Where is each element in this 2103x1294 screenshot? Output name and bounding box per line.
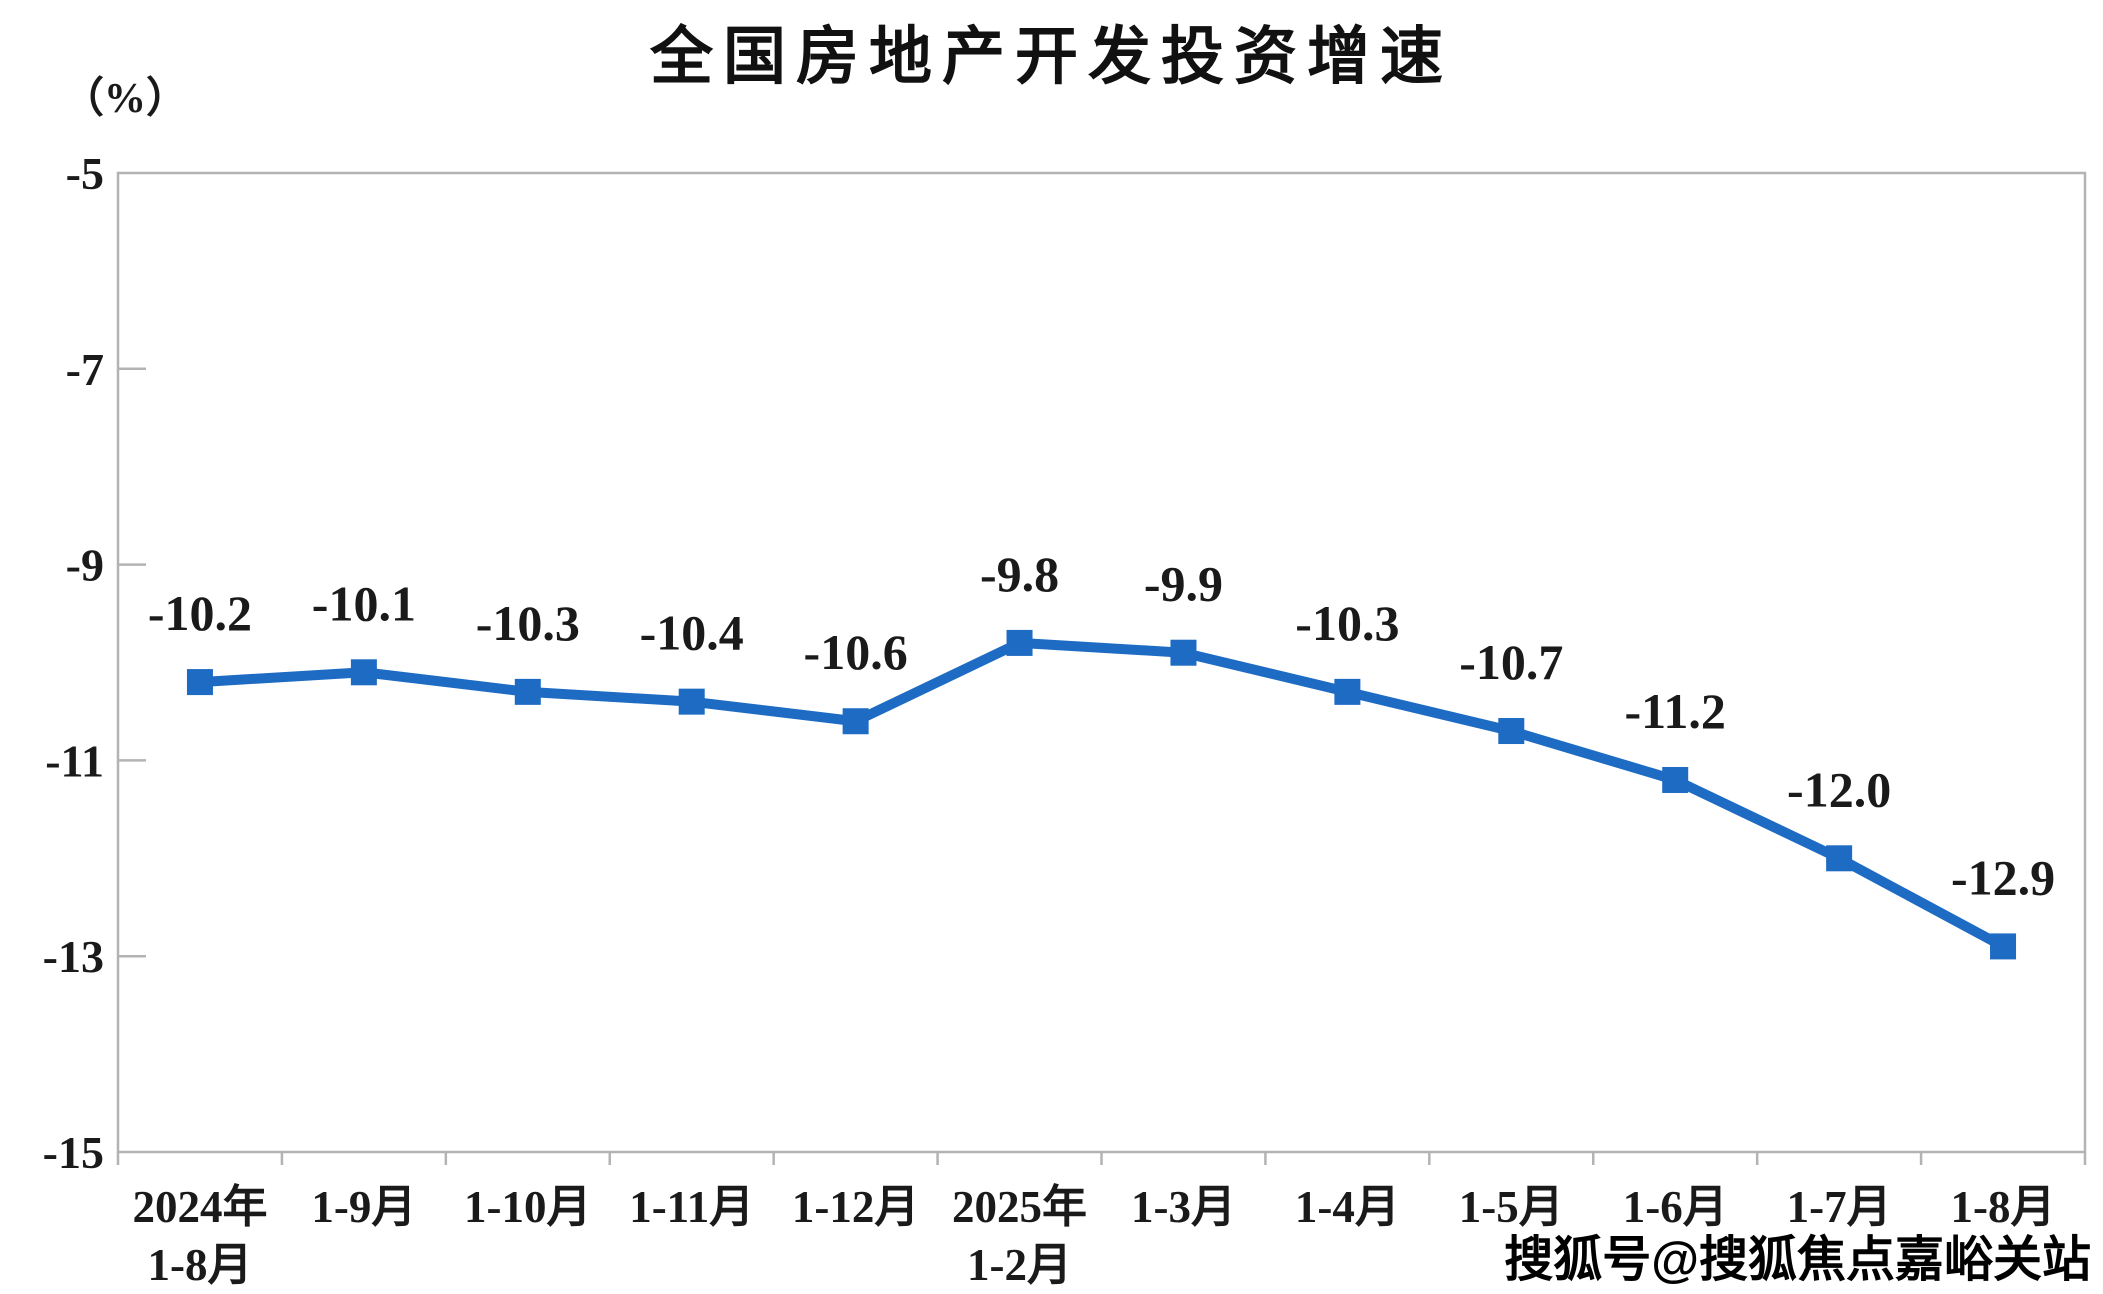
data-point-label: -10.6: [804, 624, 908, 680]
x-axis-label: 1-12月: [792, 1182, 920, 1232]
data-point-marker: [1334, 678, 1361, 705]
data-point-marker: [186, 669, 213, 696]
x-axis-label: 1-8月: [147, 1240, 252, 1290]
data-point-marker: [350, 659, 377, 686]
x-axis-label: 1-5月: [1459, 1182, 1564, 1232]
data-point-label: -10.1: [312, 575, 416, 631]
x-axis-label: 2024年: [132, 1182, 267, 1232]
watermark: 搜狐号@搜狐焦点嘉峪关站: [1504, 1233, 2091, 1287]
data-point-marker: [678, 688, 705, 715]
x-axis-label: 1-10月: [464, 1182, 592, 1232]
x-axis-label: 1-9月: [311, 1182, 416, 1232]
data-point-label: -11.2: [1625, 683, 1726, 739]
data-point-label: -10.3: [476, 595, 580, 651]
data-point-marker: [1170, 639, 1197, 666]
data-point-label: -10.7: [1459, 634, 1563, 690]
data-point-label: -10.4: [640, 605, 744, 661]
y-tick-label: -5: [66, 148, 104, 199]
data-point-label: -9.9: [1144, 556, 1223, 612]
x-axis-label: 1-3月: [1131, 1182, 1236, 1232]
x-axis-label: 1-2月: [967, 1240, 1072, 1290]
x-axis-label: 1-8月: [1951, 1182, 2056, 1232]
data-point-marker: [1498, 718, 1525, 745]
data-point-marker: [1662, 766, 1689, 793]
x-axis-label: 1-7月: [1787, 1182, 1892, 1232]
plot-border: [116, 171, 2087, 1154]
y-tick-label: -7: [66, 344, 104, 395]
data-line: [194, 637, 2009, 952]
x-axis-label: 1-6月: [1623, 1182, 1728, 1232]
chart-title: 全国房地产开发投资增速: [650, 22, 1453, 92]
x-axis-label: 2025年: [952, 1182, 1087, 1232]
data-point-label: -9.8: [980, 546, 1059, 602]
data-point-label: -12.9: [1951, 849, 2055, 905]
data-point-marker: [842, 708, 869, 735]
data-point-marker: [1990, 933, 2017, 960]
x-axis-label: 1-11月: [629, 1182, 754, 1232]
y-tick-label: -11: [45, 735, 104, 786]
data-point-label: -12.0: [1787, 761, 1891, 817]
data-point-marker: [1006, 629, 1033, 656]
y-tick-label: -15: [43, 1127, 104, 1178]
data-point-label: -10.2: [148, 585, 252, 641]
y-tick-label: -13: [43, 931, 104, 982]
x-axis-label: 1-4月: [1295, 1182, 1400, 1232]
data-point-label: -10.3: [1295, 595, 1399, 651]
y-axis-unit-label: （%）: [62, 76, 189, 122]
y-tick-label: -9: [66, 540, 104, 591]
data-point-marker: [514, 678, 541, 705]
data-point-marker: [1826, 845, 1853, 872]
